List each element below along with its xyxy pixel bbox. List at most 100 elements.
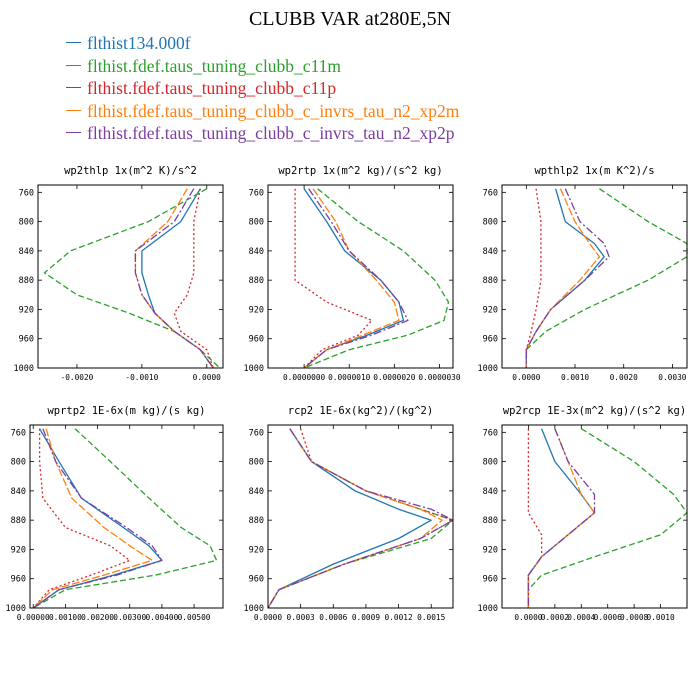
- legend-label: flthist.fdef.taus_tuning_clubb_c_invrs_t…: [87, 123, 455, 143]
- y-tick-label: 880: [19, 276, 34, 286]
- legend-swatch: [66, 109, 81, 111]
- y-tick-label: 1000: [478, 364, 498, 374]
- x-tick-label: -0.0010: [125, 373, 158, 382]
- series-line: [32, 428, 218, 609]
- legend-label: flthist.fdef.taus_tuning_clubb_c11p: [87, 78, 337, 98]
- x-tick-label: 0.00100: [49, 613, 82, 622]
- y-tick-label: 960: [249, 335, 264, 345]
- x-tick-label: 0.0006: [594, 613, 622, 622]
- y-tick-label: 960: [11, 575, 26, 585]
- x-tick-label: 0.00200: [81, 613, 114, 622]
- plot-frame: [29, 424, 224, 609]
- x-tick-label: 0.0000: [512, 373, 540, 382]
- x-tick-label: 0.0003: [287, 613, 315, 622]
- y-tick-label: 920: [11, 545, 26, 555]
- plot-frame: [501, 184, 688, 369]
- legend-swatch: [66, 132, 81, 134]
- plot-frame: [37, 184, 224, 369]
- y-tick-label: 840: [19, 247, 34, 257]
- x-tick-label: 0.0000: [254, 613, 282, 622]
- x-tick-label: 0.0000030: [418, 373, 461, 382]
- y-tick-label: 880: [483, 516, 498, 526]
- legend-label: flthist134.000f: [87, 33, 191, 53]
- y-tick-label: 1000: [244, 604, 264, 614]
- y-tick-label: 800: [11, 458, 26, 468]
- x-tick-label: 0.0020: [610, 373, 638, 382]
- panel-title: wp2rcp 1E-3x(m^2 kg)/(s^2 kg): [503, 405, 686, 417]
- legend: flthist134.000f flthist.fdef.taus_tuning…: [66, 32, 459, 145]
- y-tick-label: 960: [249, 575, 264, 585]
- y-tick-label: 960: [483, 575, 498, 585]
- x-tick-label: 0.00500: [178, 613, 211, 622]
- series-line: [303, 188, 400, 369]
- panel-title: wpthlp2 1x(m K^2)/s: [534, 165, 654, 177]
- x-tick-label: 0.0002: [541, 613, 569, 622]
- x-tick-label: 0.0000020: [373, 373, 416, 382]
- series-line: [32, 428, 153, 609]
- y-tick-label: 920: [483, 545, 498, 555]
- chart-panel: wprtp2 1E-6x(m kg)/(s kg) 760 800 840 880 920…: [6, 405, 224, 622]
- y-tick-label: 840: [483, 247, 498, 257]
- x-tick-label: 0.0009: [352, 613, 380, 622]
- legend-swatch: [66, 87, 81, 89]
- series-line: [525, 188, 610, 368]
- legend-label: flthist.fdef.taus_tuning_clubb_c11m: [87, 55, 342, 76]
- y-tick-label: 760: [249, 188, 264, 198]
- series-line: [527, 428, 688, 608]
- x-tick-label: 0.0006: [319, 613, 347, 622]
- series-line: [527, 428, 596, 608]
- series-line: [32, 428, 163, 609]
- series-line: [527, 428, 543, 608]
- chart-panel: wpthlp2 1x(m K^2)/s 760 800 840 880 920 960 100…: [478, 165, 688, 382]
- y-tick-label: 1000: [478, 604, 498, 614]
- plot-frame: [267, 424, 454, 609]
- panel-title: wp2rtp 1x(m^2 kg)/(s^2 kg): [278, 165, 442, 177]
- series-line: [303, 188, 409, 369]
- x-tick-label: 0.0000010: [328, 373, 371, 382]
- y-tick-label: 840: [249, 487, 264, 497]
- x-tick-label: 0.0000: [514, 613, 542, 622]
- figure-title: CLUBB VAR at280E,5N: [248, 8, 452, 30]
- series-line: [32, 428, 163, 609]
- series-line: [173, 188, 214, 369]
- x-tick-label: 0.0010: [561, 373, 589, 382]
- legend-item: flthist.fdef.taus_tuning_clubb_c11p: [66, 77, 459, 100]
- x-tick-label: -0.0020: [61, 373, 94, 382]
- y-tick-label: 920: [19, 305, 34, 315]
- y-tick-label: 840: [483, 487, 498, 497]
- panel-title: rcp2 1E-6x(kg^2)/(kg^2): [288, 405, 433, 417]
- y-tick-label: 880: [249, 276, 264, 286]
- x-tick-label: 0.0015: [417, 613, 445, 622]
- y-tick-label: 960: [19, 335, 34, 345]
- x-tick-label: 0.00300: [113, 613, 146, 622]
- y-tick-label: 880: [483, 276, 498, 286]
- series-line: [525, 188, 542, 368]
- y-tick-label: 760: [483, 428, 498, 438]
- series-line: [303, 188, 450, 369]
- y-tick-label: 800: [483, 458, 498, 468]
- y-tick-label: 800: [249, 458, 264, 468]
- x-tick-label: 0.00400: [145, 613, 178, 622]
- series-line: [134, 188, 214, 369]
- y-tick-label: 840: [11, 487, 26, 497]
- series-line: [527, 428, 596, 608]
- series-line: [527, 428, 596, 608]
- series-line: [294, 188, 373, 369]
- chart-panel: wp2rcp 1E-3x(m^2 kg)/(s^2 kg) 760 800 840 88…: [478, 405, 688, 622]
- y-tick-label: 920: [249, 545, 264, 555]
- series-line: [303, 188, 405, 369]
- chart-panel: wp2thlp 1x(m^2 K)/s^2 760 800 840 880 920 960 1…: [14, 165, 224, 382]
- series-line: [32, 428, 131, 609]
- series-line: [134, 188, 214, 369]
- y-tick-label: 880: [249, 516, 264, 526]
- legend-label: flthist.fdef.taus_tuning_clubb_c_invrs_t…: [87, 100, 460, 121]
- plot-frame: [267, 184, 454, 369]
- series-line: [267, 428, 454, 609]
- x-tick-label: 0.0012: [385, 613, 413, 622]
- plot-frame: [501, 424, 688, 609]
- y-tick-label: 760: [483, 188, 498, 198]
- y-tick-label: 760: [19, 188, 34, 198]
- series-line: [267, 428, 443, 609]
- legend-item: flthist.fdef.taus_tuning_clubb_c11m: [66, 55, 459, 78]
